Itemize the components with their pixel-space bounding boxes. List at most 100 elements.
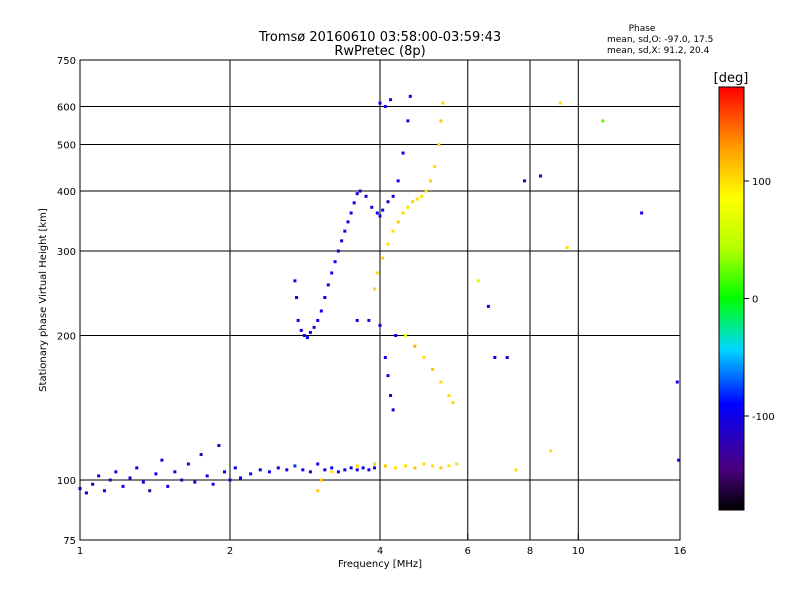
data-point [355, 468, 359, 472]
data-point [349, 466, 353, 470]
data-point [301, 468, 305, 472]
x-tick-label: 10 [572, 546, 585, 557]
data-point [413, 344, 417, 348]
data-point [447, 394, 451, 398]
data-point [343, 229, 347, 233]
colorbar-tick-label: 100 [752, 177, 771, 188]
data-point [330, 271, 334, 275]
data-point [408, 94, 412, 98]
y-tick-label: 100 [57, 476, 76, 487]
y-axis-ticks: 75 100 200 300 400 500 600 750 [57, 56, 86, 547]
data-point [403, 464, 407, 468]
data-point [299, 328, 303, 332]
x-tick-label: 16 [674, 546, 687, 557]
y-axis-label: Stationary phase Virtual Height [km] [38, 208, 49, 392]
data-point [211, 482, 215, 486]
data-point [455, 462, 459, 466]
data-point [180, 478, 184, 482]
data-point [108, 478, 112, 482]
data-point [319, 478, 323, 482]
colorbar-label: [deg] [714, 71, 749, 86]
data-point [267, 470, 271, 474]
data-point [394, 466, 398, 470]
data-point [558, 101, 562, 105]
data-point [361, 466, 365, 470]
y-tick-label: 75 [63, 536, 76, 547]
x-tick-label: 4 [377, 546, 383, 557]
data-point [675, 380, 679, 384]
data-point [370, 205, 374, 209]
data-point [378, 101, 382, 105]
data-point [640, 211, 644, 215]
colorbar-tick-label: 0 [752, 295, 758, 306]
data-point [355, 192, 359, 196]
data-point [336, 470, 340, 474]
data-point [364, 194, 368, 198]
x-tick-label: 1 [77, 546, 83, 557]
data-point [228, 478, 232, 482]
data-point [378, 214, 382, 218]
data-points [78, 94, 681, 495]
data-point [403, 334, 407, 338]
data-point [422, 462, 426, 466]
data-point [367, 318, 371, 322]
data-point [439, 466, 443, 470]
y-tick-label: 200 [57, 332, 76, 343]
data-point [413, 466, 417, 470]
data-point [346, 220, 350, 224]
data-point [333, 260, 337, 264]
data-point [319, 309, 323, 313]
data-point [437, 143, 441, 147]
colorbar-ticks: 100 0 -100 [744, 177, 775, 423]
phase-stats-line2: mean, sd,X: 91.2, 20.4 [607, 46, 710, 56]
data-point [355, 464, 359, 468]
x-tick-label: 6 [465, 546, 471, 557]
data-point [193, 480, 197, 484]
data-point [373, 466, 377, 470]
data-point [302, 334, 306, 338]
data-point [422, 355, 426, 359]
data-point [375, 211, 379, 215]
y-tick-label: 300 [57, 247, 76, 258]
data-point [565, 246, 569, 250]
data-point [323, 296, 327, 300]
data-point [148, 489, 152, 493]
data-point [276, 466, 280, 470]
data-point [428, 179, 432, 183]
data-point [97, 474, 101, 478]
y-tick-label: 750 [57, 56, 76, 67]
data-point [401, 211, 405, 215]
data-point [431, 367, 435, 371]
data-point [391, 194, 395, 198]
data-point [420, 194, 424, 198]
colorbar-tick-label: -100 [752, 412, 775, 423]
data-point [367, 468, 371, 472]
data-point [349, 211, 353, 215]
data-point [114, 470, 118, 474]
data-point [523, 179, 527, 183]
data-point [431, 464, 435, 468]
data-point [316, 489, 320, 493]
data-point [539, 174, 543, 178]
x-tick-label: 8 [527, 546, 533, 557]
data-point [505, 355, 509, 359]
data-point [441, 101, 445, 105]
data-point [330, 466, 334, 470]
colorbar [718, 86, 745, 511]
data-point [128, 476, 132, 480]
data-point [352, 201, 356, 205]
y-tick-label: 400 [57, 187, 76, 198]
data-point [391, 408, 395, 412]
data-point [323, 468, 327, 472]
data-point [391, 229, 395, 233]
data-point [154, 472, 158, 476]
data-point [217, 444, 221, 448]
data-point [308, 470, 312, 474]
data-point [401, 151, 405, 155]
data-point [293, 279, 297, 283]
data-point [295, 296, 299, 300]
data-point [103, 489, 107, 493]
data-point [258, 468, 262, 472]
x-tick-label: 2 [227, 546, 233, 557]
data-point [381, 256, 385, 260]
